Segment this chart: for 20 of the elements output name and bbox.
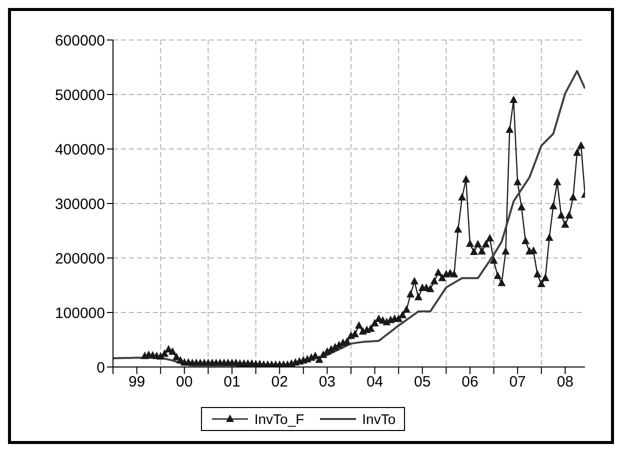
x-tick-label: 05 <box>414 374 431 391</box>
legend-label: InvTo_F <box>253 411 304 427</box>
x-tick-label: 01 <box>224 374 240 391</box>
legend-label: InvTo <box>361 411 396 427</box>
x-tick-label: 02 <box>271 374 288 391</box>
x-tick-label: 99 <box>128 374 146 391</box>
y-tick-label: 600000 <box>54 32 105 50</box>
border-frame: InvTo_F InvTo 99 00 01 02 03 04 05 06 07 08 0 100000 200000 300000 400000 500000 600000 <box>8 8 614 444</box>
y-tick-label: 200000 <box>54 250 105 268</box>
y-tick-label: 400000 <box>54 141 105 158</box>
x-tick-label: 08 <box>556 374 574 391</box>
y-tick-label: 500000 <box>54 86 105 104</box>
y-tick-label: 100000 <box>54 304 105 322</box>
y-tick-label: 300000 <box>54 196 105 213</box>
x-tick-label: 00 <box>176 374 193 391</box>
y-tick-label: 0 <box>96 359 105 376</box>
x-tick-label: 04 <box>366 374 384 391</box>
x-tick-label: 06 <box>462 374 478 391</box>
x-tick-label: 03 <box>318 374 336 391</box>
x-tick-label: 07 <box>509 374 526 391</box>
